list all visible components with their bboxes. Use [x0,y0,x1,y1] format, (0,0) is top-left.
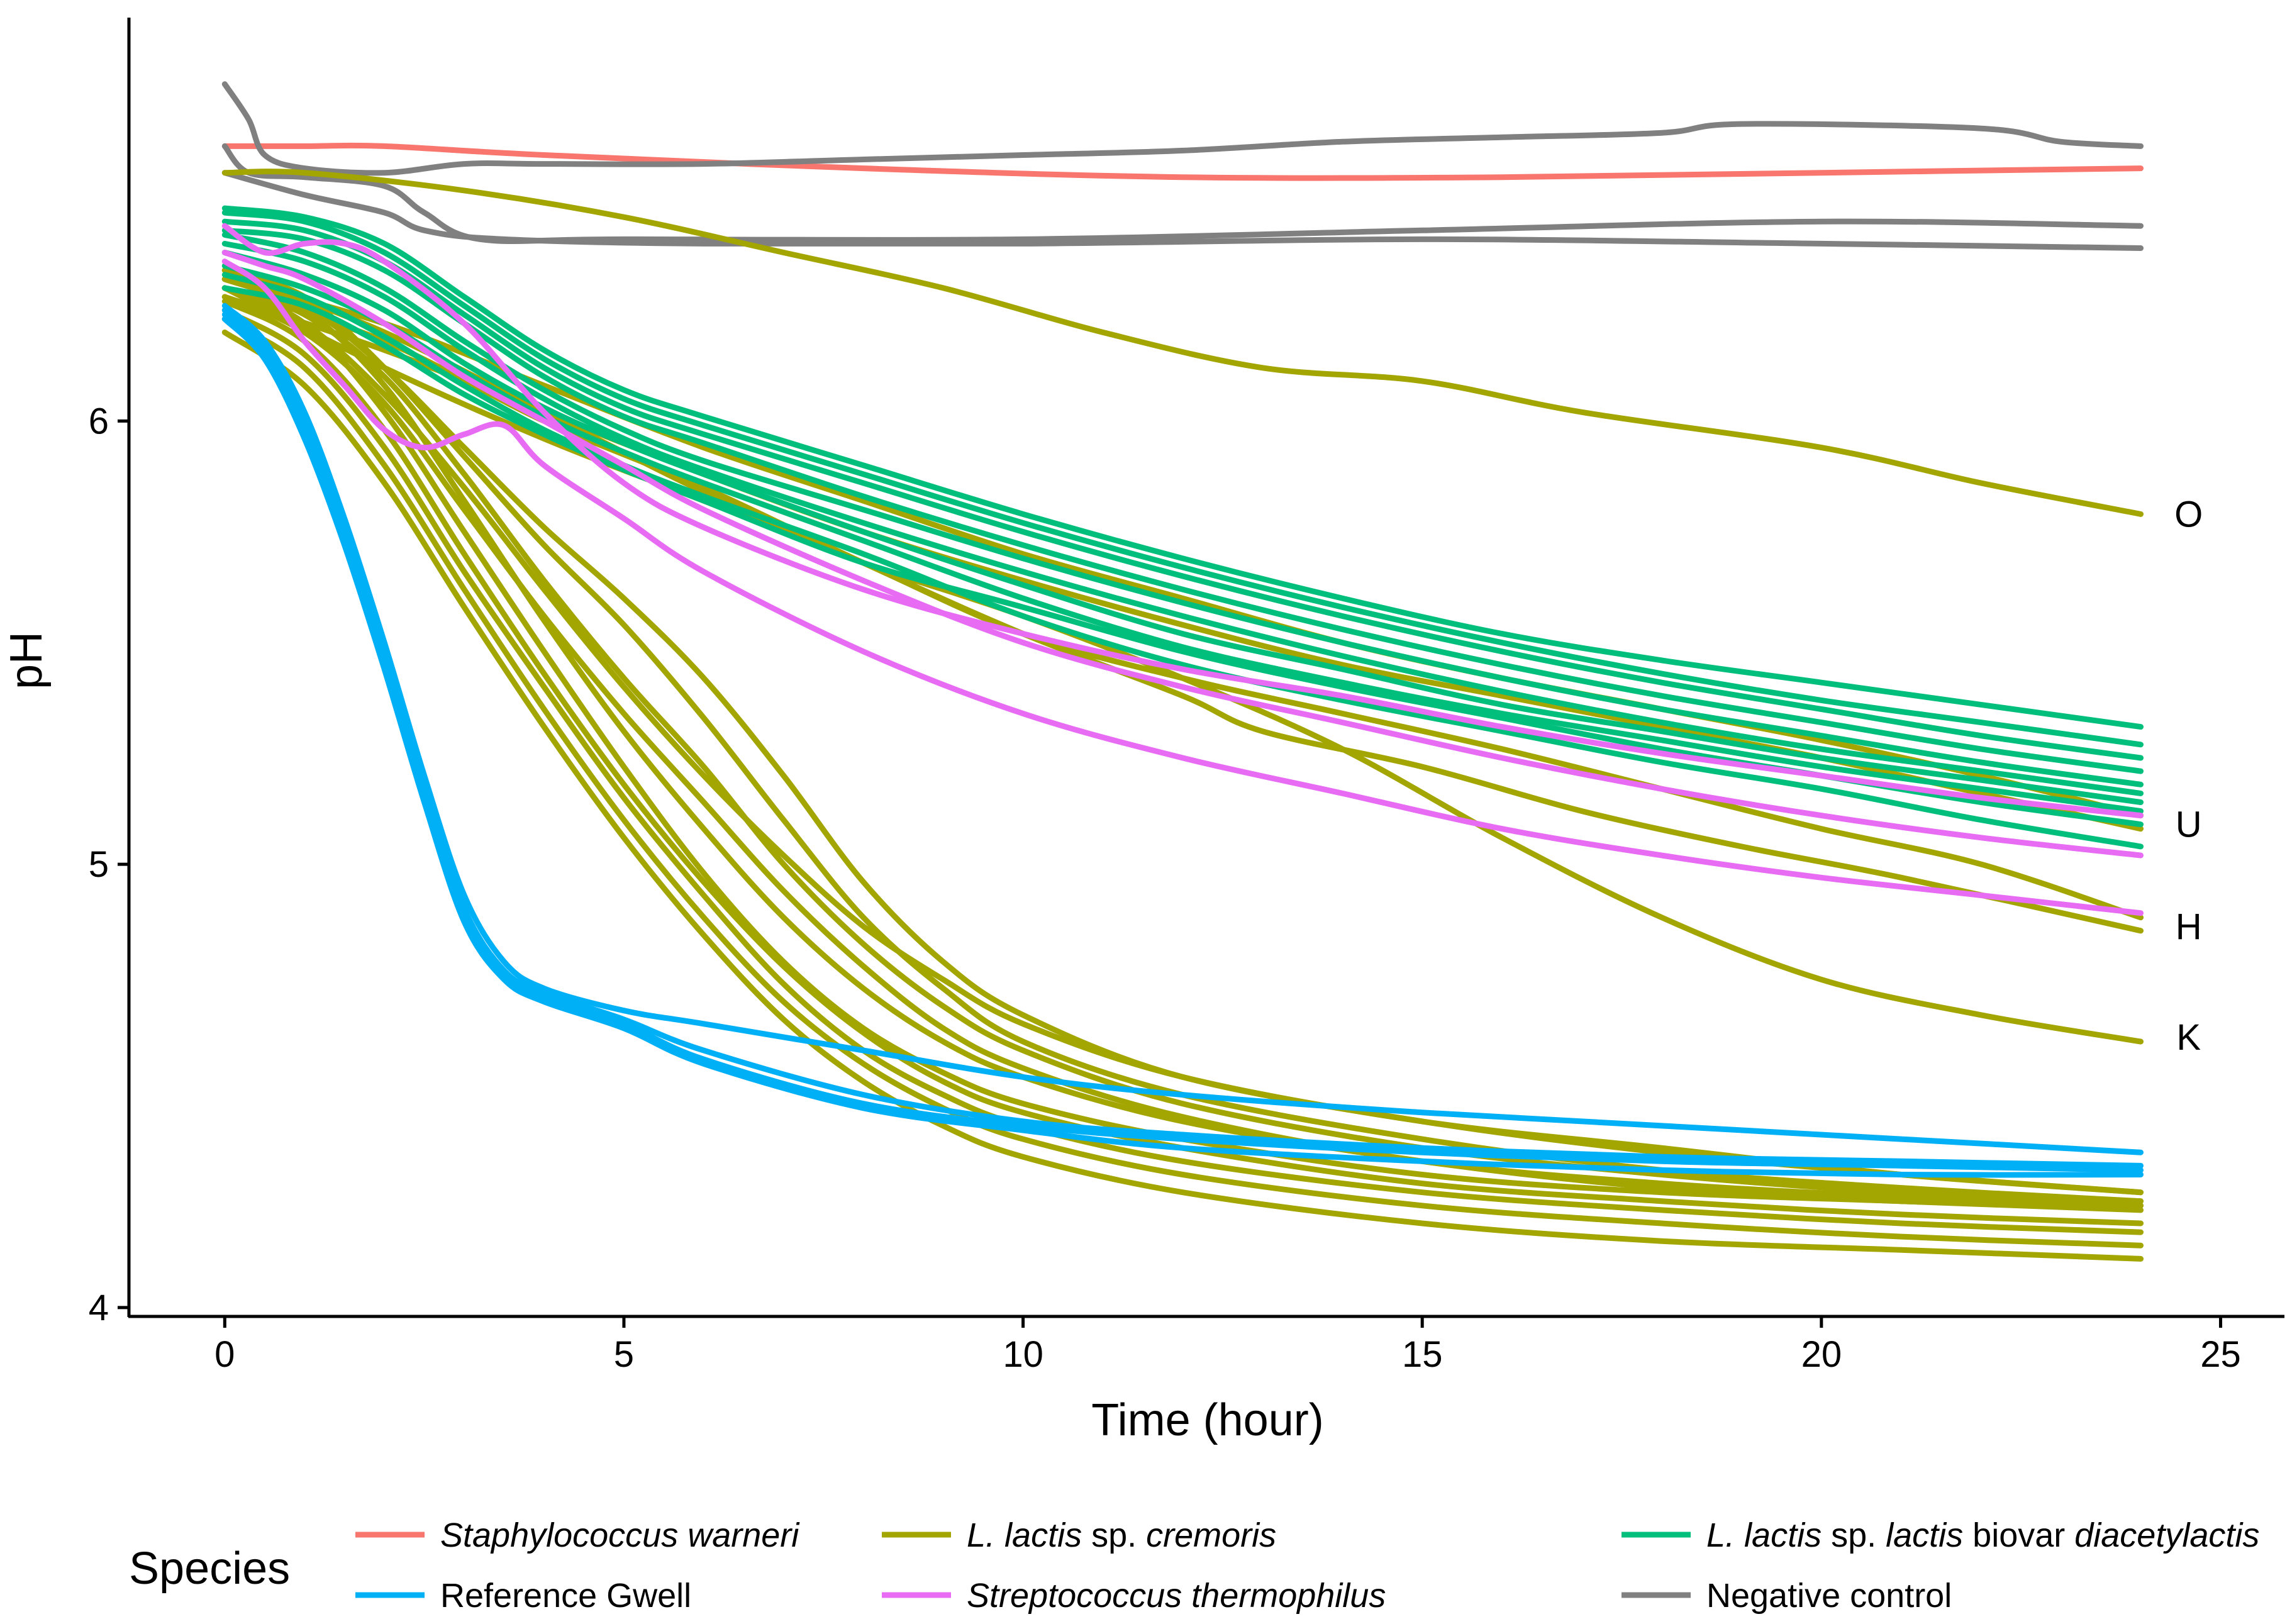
series-line-l-lactis-sp-lactis-biovar-diacetylactis [221,218,2144,761]
series-line-l-lactis-sp-lactis-biovar-diacetylactis [221,209,2144,748]
legend: Species Staphylococcus warneri L. lactis … [129,1516,2259,1615]
series-line-l-lactis-sp-cremoris [221,285,2144,1196]
legend-label: Reference Gwell [440,1577,691,1615]
x-tick-label: 15 [1402,1334,1443,1375]
x-tick-label: 25 [2200,1334,2241,1375]
end-label-h: H [2176,906,2202,947]
series-line-streptococcus-thermophilus [221,250,2144,859]
x-axis-title: Time (hour) [1091,1395,1323,1445]
series-line-l-lactis-sp-cremoris [221,307,2144,1235]
end-label-u: U [2176,804,2202,845]
series-line-streptococcus-thermophilus [221,259,2144,916]
y-tick-label: 5 [89,844,109,885]
legend-label: Streptococcus thermophilus [967,1577,1386,1615]
end-label-o: O [2174,494,2203,535]
series-line-l-lactis-sp-cremoris [221,329,2144,1262]
series-line-l-lactis-sp-cremoris [221,298,2144,1226]
legend-label: Staphylococcus warneri [440,1516,800,1554]
series-line-l-lactis-sp-cremoris [221,285,2144,1045]
series-line-l-lactis-sp-cremoris [221,285,2144,1204]
series-line-l-lactis-sp-cremoris [221,294,2144,1209]
legend-item-streptococcus-thermophilus: Streptococcus thermophilus [882,1577,1386,1615]
series-line-l-lactis-sp-lactis-biovar-diacetylactis [221,205,2144,730]
series-layer [221,81,2144,1262]
legend-label: L. lactis sp. lactis biovar diacetylacti… [1706,1516,2259,1554]
series-line-negative-control [221,81,2144,176]
series-line-streptococcus-thermophilus [221,223,2144,819]
end-label-k: K [2176,1017,2201,1058]
legend-label: Negative control [1706,1577,1952,1615]
series-line-negative-control [221,143,2144,245]
series-line-l-lactis-sp-cremoris [221,169,2144,517]
x-tick-label: 0 [214,1334,235,1375]
legend-label: L. lactis sp. cremoris [967,1516,1276,1554]
series-line-staphylococcus-warneri [221,142,2144,181]
y-tick-label: 4 [89,1288,109,1328]
series-line-l-lactis-sp-cremoris [221,276,2144,1209]
series-line-l-lactis-sp-lactis-biovar-diacetylactis [221,272,2144,850]
legend-item-negative-control: Negative control [1622,1577,1952,1615]
series-line-l-lactis-sp-lactis-biovar-diacetylactis [221,240,2144,796]
series-line-l-lactis-sp-cremoris [221,276,2144,1196]
series-line-l-lactis-sp-lactis-biovar-diacetylactis [221,250,2144,805]
axes: 0 5 10 15 20 25 4 5 6 [89,18,2284,1375]
y-axis-title: pH [1,631,52,689]
legend-item-reference-gwell: Reference Gwell [355,1577,691,1615]
series-line-l-lactis-sp-cremoris [221,285,2144,1213]
series-line-l-lactis-sp-cremoris [221,316,2144,1249]
legend-title: Species [129,1543,290,1594]
series-line-reference-gwell [221,316,2144,1178]
series-line-l-lactis-sp-lactis-biovar-diacetylactis [221,263,2144,815]
series-line-l-lactis-sp-lactis-biovar-diacetylactis [221,231,2144,787]
series-line-l-lactis-sp-cremoris [221,276,2144,819]
end-labels: O U H K [2174,494,2203,1058]
legend-item-l-lactis-sp-lactis-biovar-diacetylactis: L. lactis sp. lactis biovar diacetylacti… [1622,1516,2259,1554]
x-tick-label: 20 [1801,1334,1842,1375]
legend-item-staphylococcus-warneri: Staphylococcus warneri [355,1516,800,1554]
series-line-negative-control [221,170,2144,251]
legend-item-l-lactis-sp-cremoris: L. lactis sp. cremoris [882,1516,1276,1554]
x-tick-label: 10 [1003,1334,1043,1375]
y-tick-label: 6 [89,401,109,442]
series-line-reference-gwell [221,303,2144,1155]
x-tick-label: 5 [614,1334,634,1375]
